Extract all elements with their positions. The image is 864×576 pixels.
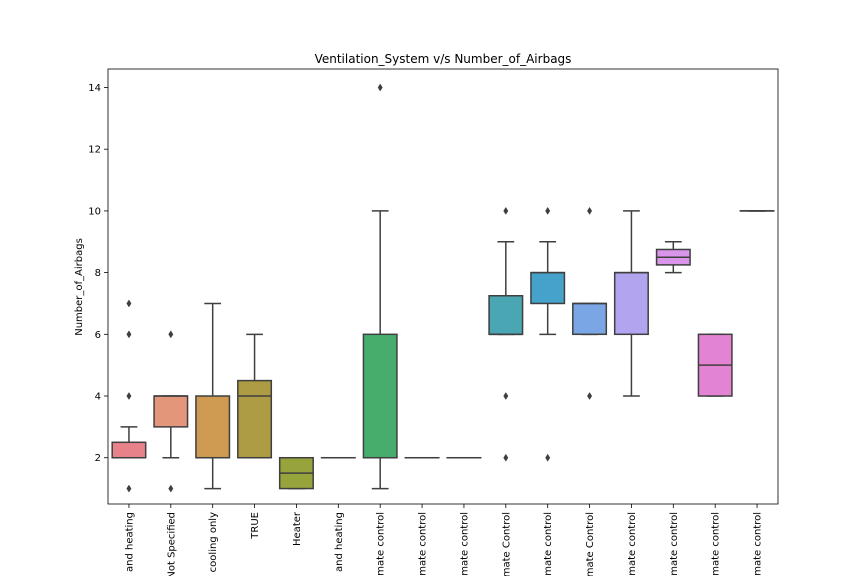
outlier-point: [503, 392, 509, 400]
outlier-point: [168, 330, 174, 339]
box: [362, 333, 398, 459]
outlier-point: [126, 392, 132, 400]
box: [111, 441, 147, 459]
x-tick-label: Heater: [292, 511, 303, 546]
x-tick-label: mate Control: [585, 512, 596, 576]
box: [153, 395, 189, 428]
outlier-point: [126, 299, 132, 308]
x-tick-label: TRUE: [250, 512, 261, 540]
y-tick-label: 8: [95, 268, 101, 279]
y-axis-label: Number_of_Airbags: [74, 238, 85, 336]
outlier-point: [126, 330, 132, 339]
y-tick-label: 2: [95, 453, 101, 464]
y-tick-label: 10: [88, 206, 101, 217]
box: [572, 302, 608, 336]
x-tick-label: mate control: [376, 512, 387, 576]
outlier-point: [545, 453, 551, 462]
outlier-point: [587, 392, 593, 400]
y-tick-label: 4: [95, 392, 101, 403]
chart-title: Ventilation_System v/s Number_of_Airbags: [315, 52, 572, 66]
x-tick-label: Not Specified: [166, 512, 177, 576]
y-tick-label: 6: [95, 330, 101, 341]
box: [530, 271, 566, 305]
axes-frame: [107, 68, 779, 505]
outlier-point: [503, 453, 509, 462]
x-tick-label: mate control: [753, 512, 764, 576]
x-tick-label: cooling only: [208, 512, 219, 572]
x-tick-label: mate control: [711, 512, 722, 576]
outlier-point: [377, 83, 383, 92]
x-tick-label: and heating: [124, 512, 135, 572]
x-tick-label: and heating: [334, 512, 345, 572]
box: [237, 379, 273, 459]
box: [195, 395, 231, 459]
outlier-point: [545, 206, 551, 215]
x-tick-label: mate Control: [501, 512, 512, 576]
outlier-point: [503, 206, 509, 215]
outlier-point: [587, 206, 593, 215]
y-tick-label: 12: [88, 145, 101, 156]
plot-area: 2 4 6 8 10 12 14 and heating Not Specified coolin…: [88, 68, 779, 576]
x-tick-label: mate control: [543, 512, 554, 576]
box: [613, 271, 649, 336]
outlier-point: [168, 484, 174, 493]
x-tick-label: mate control: [669, 512, 680, 576]
outlier-point: [126, 484, 132, 493]
box: [488, 295, 524, 336]
x-tick-label: mate control: [627, 512, 638, 576]
x-tick-label: mate control: [418, 512, 429, 576]
y-tick-label: 14: [88, 83, 101, 94]
x-tick-label: mate control: [459, 512, 470, 576]
